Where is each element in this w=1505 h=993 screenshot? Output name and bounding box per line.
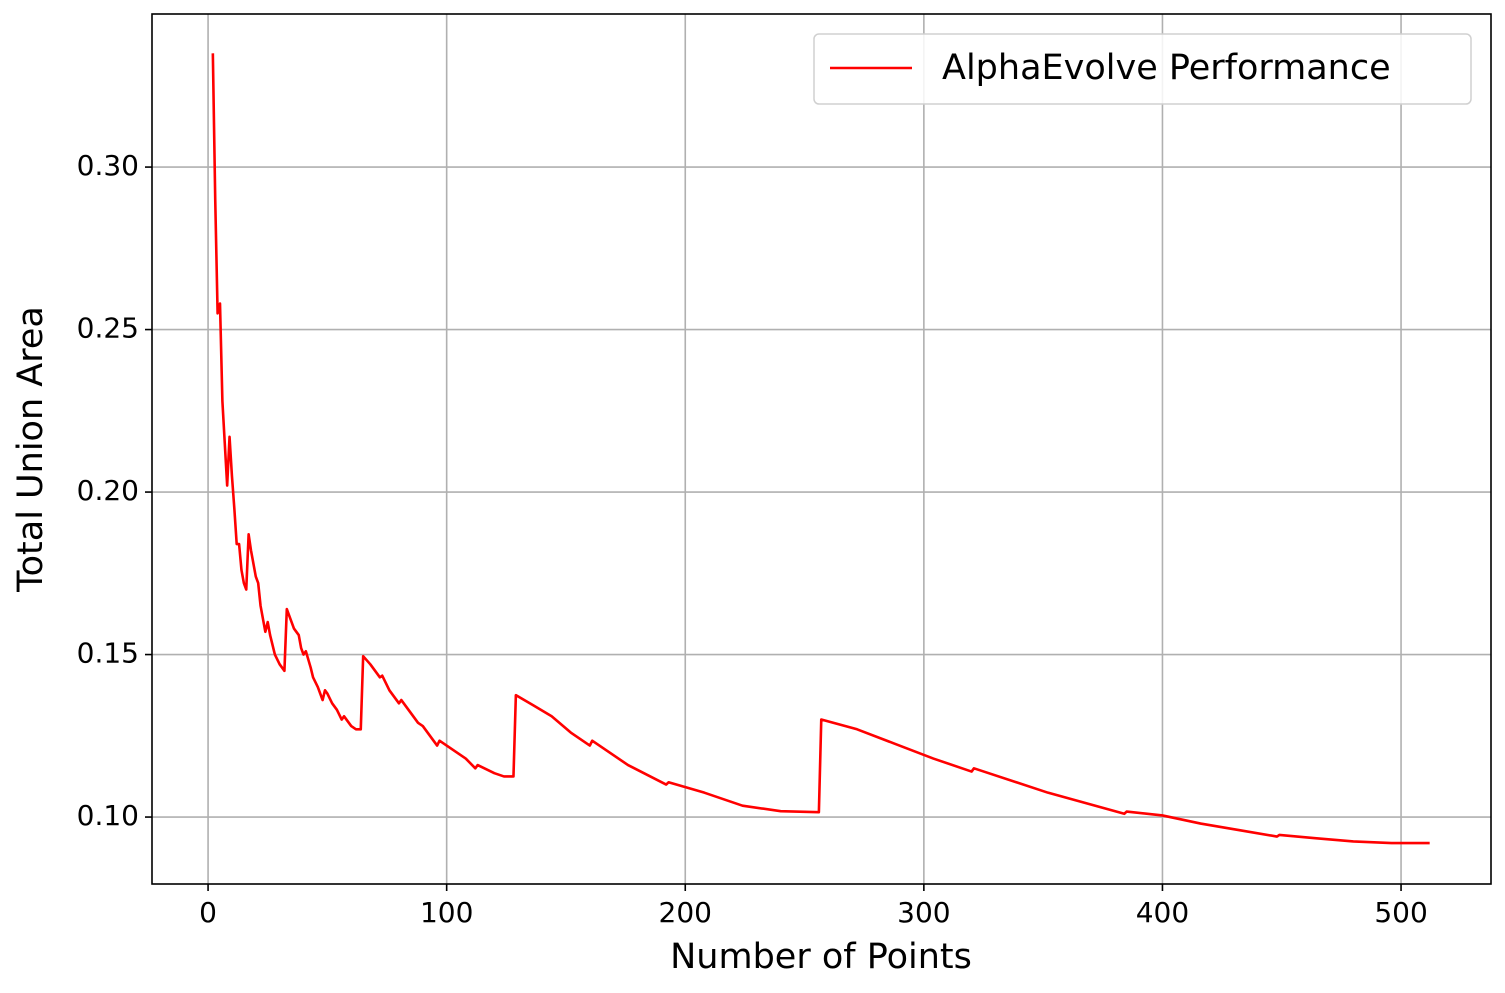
y-tick-label: 0.25 <box>77 312 139 345</box>
x-tick-label: 500 <box>1374 896 1427 929</box>
y-tick-label: 0.15 <box>77 637 139 670</box>
x-tick-label: 0 <box>199 896 217 929</box>
legend-label: AlphaEvolve Performance <box>942 48 1391 88</box>
x-tick-label: 200 <box>659 896 712 929</box>
line-series <box>211 53 1430 845</box>
x-tick-label: 400 <box>1136 896 1189 929</box>
x-axis-label: Number of Points <box>670 937 972 977</box>
y-tick-label: 0.30 <box>77 149 139 182</box>
y-axis-label: Total Union Area <box>11 306 51 593</box>
y-tick-label: 0.20 <box>77 474 139 507</box>
x-tick-label: 100 <box>420 896 473 929</box>
y-tick-label: 0.10 <box>77 799 139 832</box>
plot-frame <box>151 13 1492 885</box>
legend-box <box>813 33 1472 105</box>
x-tick-label: 300 <box>897 896 950 929</box>
